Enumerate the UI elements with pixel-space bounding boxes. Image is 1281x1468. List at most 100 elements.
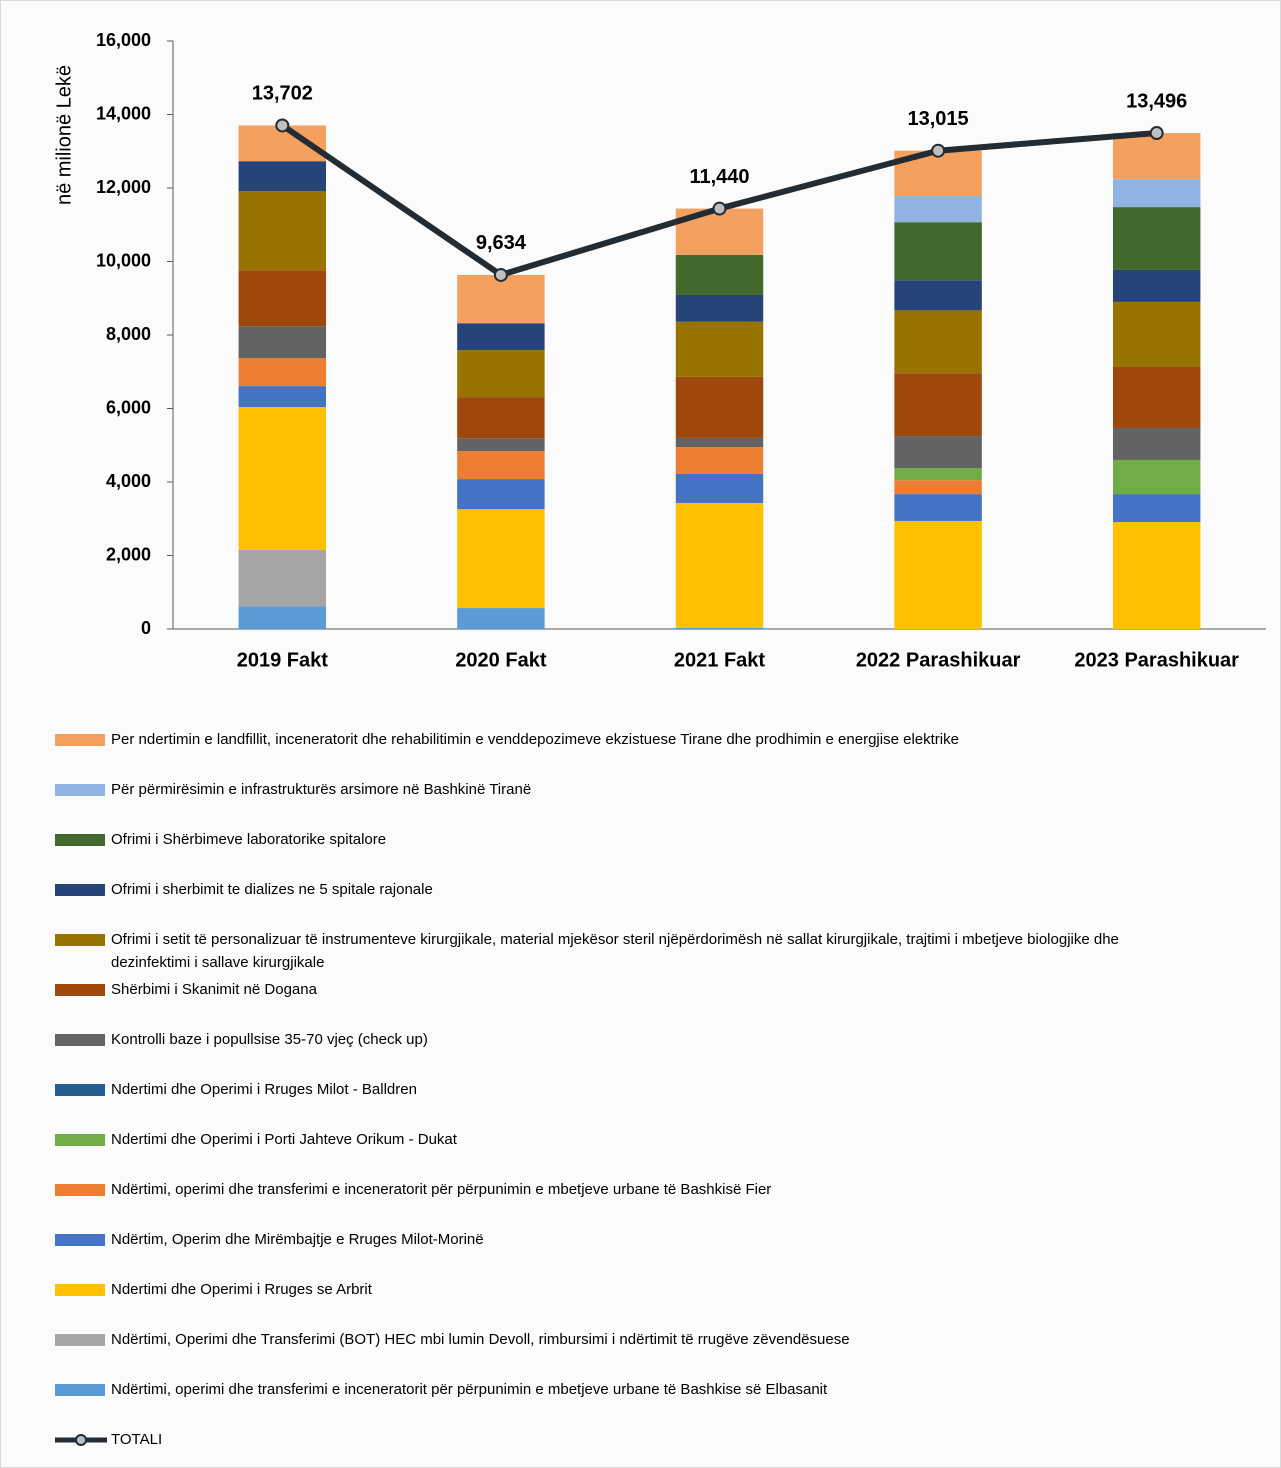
legend-label: Ofrimi i Shërbimeve laboratorike spitalo… [111, 831, 387, 848]
bar-segment [675, 447, 764, 474]
bar-segment [675, 294, 764, 322]
legend-swatch [55, 1434, 107, 1446]
bar-segment [675, 502, 764, 628]
y-tick-label: 2,000 [106, 544, 151, 564]
bar-segment [675, 627, 764, 629]
bar-segment [894, 280, 982, 311]
bar-segment [675, 437, 764, 448]
legend-label: Shërbimi i Skanimit në Dogana [111, 981, 317, 998]
x-tick-label: 2022 Parashikuar [856, 649, 1021, 671]
bar-segment [457, 438, 545, 452]
bar-segment [1112, 207, 1201, 270]
bar-segment [238, 326, 327, 359]
legend-label: Ndertimi dhe Operimi i Rruges se Arbrit [111, 1281, 372, 1298]
legend-swatch [55, 1134, 105, 1146]
legend-label: Per ndertimin e landfillit, inceneratori… [111, 731, 959, 748]
bar-segment [894, 520, 982, 629]
bar-segment [238, 161, 327, 192]
bar-segment [238, 191, 327, 271]
y-tick-label: 8,000 [106, 324, 151, 344]
total-marker [1149, 126, 1164, 141]
y-tick-label: 10,000 [96, 250, 151, 270]
legend-swatch [55, 1184, 105, 1196]
legend-label: Ndërtimi, operimi dhe transferimi e ince… [111, 1181, 772, 1198]
legend-swatch [55, 984, 105, 996]
bar-segment [238, 549, 327, 607]
bar-segment [675, 473, 764, 503]
legend-item: Shërbimi i Skanimit në Dogana [55, 978, 1195, 1001]
data-label: 11,440 [689, 166, 749, 188]
bar-segment [894, 310, 982, 374]
total-marker [712, 201, 727, 216]
bar-segment [457, 323, 545, 351]
legend-item: Ofrimi i setit të personalizuar të instr… [55, 928, 1195, 974]
bar-segment [1112, 522, 1201, 629]
bar-segment [1112, 459, 1201, 495]
legend-swatch [55, 884, 105, 896]
bar-segment [1112, 179, 1201, 208]
bar-segment [675, 376, 764, 438]
bar-segment [238, 386, 327, 408]
y-axis-label: në milionë Lekë [53, 65, 75, 205]
legend-item: TOTALI [55, 1428, 1195, 1451]
data-label: 13,496 [1126, 90, 1187, 112]
legend-label: Ndërtim, Operim dhe Mirëmbajtje e Rruges… [111, 1231, 484, 1248]
legend-label: Ndertimi dhe Operimi i Rruges Milot - Ba… [111, 1081, 417, 1098]
bar-segment [894, 222, 982, 281]
legend-swatch [55, 834, 105, 846]
legend-label: TOTALI [111, 1431, 163, 1448]
legend-item: Ndertimi dhe Operimi i Rruges Milot - Ba… [55, 1078, 1195, 1101]
bar-segment [238, 606, 327, 629]
legend-item: Ndertimi dhe Operimi i Rruges se Arbrit [55, 1278, 1195, 1301]
y-tick-label: 16,000 [96, 30, 151, 50]
legend-label: Ndërtimi, Operimi dhe Transferimi (BOT) … [111, 1331, 850, 1348]
bar-segment [238, 358, 327, 387]
bar-segment [457, 451, 545, 480]
legend-swatch [55, 784, 105, 796]
bar-segment [238, 270, 327, 327]
x-tick-label: 2019 Fakt [237, 649, 329, 671]
legend-swatch [55, 1034, 105, 1046]
legend-item: Për përmirësimin e infrastrukturës arsim… [55, 778, 1195, 801]
y-tick-label: 6,000 [106, 397, 151, 417]
legend-label: Për përmirësimin e infrastrukturës arsim… [111, 781, 532, 798]
legend-item: Ofrimi i sherbimit te dializes ne 5 spit… [55, 878, 1195, 901]
bar-segment [457, 608, 545, 629]
legend-swatch [55, 734, 105, 746]
bar-segment [1112, 427, 1201, 460]
bar-segment [894, 373, 982, 437]
bar-segment [894, 436, 982, 469]
bar-segment [457, 397, 545, 439]
bar-segment [894, 494, 982, 521]
legend-swatch [55, 1234, 105, 1246]
data-label: 13,702 [252, 83, 313, 105]
legend-swatch [55, 934, 105, 946]
y-tick-label: 14,000 [96, 103, 151, 123]
bar-segment [1112, 494, 1201, 523]
legend-label: Ndërtimi, operimi dhe transferimi e ince… [111, 1381, 828, 1398]
bar-segment [1112, 133, 1201, 180]
bar-segment [457, 479, 545, 510]
total-marker [275, 118, 290, 133]
x-tick-label: 2023 Parashikuar [1074, 649, 1239, 671]
bar-segment [1112, 301, 1201, 367]
bar-segment [675, 321, 764, 377]
data-label: 9,634 [476, 232, 527, 254]
bar-segment [457, 274, 545, 324]
y-tick-label: 12,000 [96, 177, 151, 197]
bar-segment [1112, 269, 1201, 302]
legend-swatch [55, 1084, 105, 1096]
legend-swatch [55, 1284, 105, 1296]
y-tick-label: 4,000 [106, 471, 151, 491]
x-tick-label: 2021 Fakt [674, 649, 766, 671]
legend-label: Kontrolli baze i popullsise 35-70 vjeç (… [111, 1031, 428, 1048]
bar-segment [675, 254, 764, 295]
total-marker [493, 267, 508, 282]
bar-segment [457, 350, 545, 398]
legend-label: Ofrimi i setit të personalizuar të instr… [111, 931, 1119, 971]
legend-item: Ndërtim, Operim dhe Mirëmbajtje e Rruges… [55, 1228, 1195, 1251]
y-tick-label: 0 [141, 618, 151, 638]
total-marker [931, 143, 946, 158]
legend-item: Per ndertimin e landfillit, inceneratori… [55, 728, 1195, 751]
